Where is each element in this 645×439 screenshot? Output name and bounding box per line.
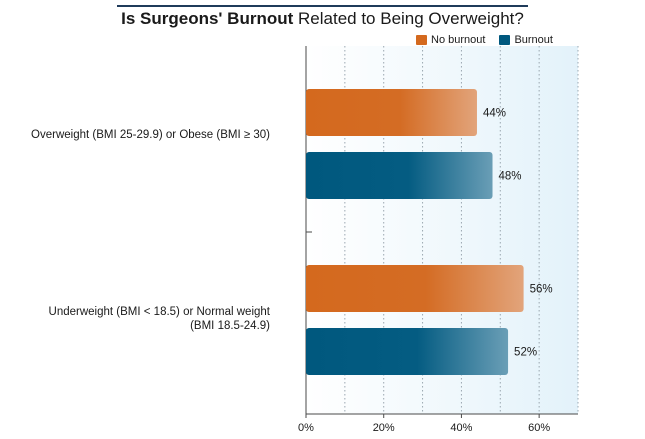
category-label-normal: Underweight (BMI < 18.5) or Normal weigh… <box>48 306 270 332</box>
legend-item-burnout: Burnout <box>499 34 553 46</box>
legend-swatch-no-burnout <box>416 35 427 45</box>
title-rule <box>117 5 528 7</box>
data-label-burnout: 52% <box>514 347 537 359</box>
chart-title-rest: Related to Being Overweight? <box>293 9 524 28</box>
bar-burnout <box>306 152 493 199</box>
x-tick-label: 20% <box>373 422 395 434</box>
x-tick-label: 0% <box>298 422 314 434</box>
data-label-no-burnout: 44% <box>483 108 506 120</box>
bar-no-burnout <box>306 89 477 136</box>
chart-title-bold: Is Surgeons' Burnout <box>121 9 294 28</box>
data-label-burnout: 48% <box>499 171 522 183</box>
legend: No burnout Burnout <box>416 34 567 46</box>
bar-no-burnout <box>306 265 524 312</box>
chart-title: Is Surgeons' Burnout Related to Being Ov… <box>0 9 645 29</box>
x-tick-label: 40% <box>450 422 472 434</box>
legend-item-no-burnout: No burnout <box>416 34 485 46</box>
legend-label-no-burnout: No burnout <box>431 34 486 46</box>
category-label-overweight: Overweight (BMI 25-29.9) or Obese (BMI ≥… <box>31 129 270 141</box>
legend-swatch-burnout <box>499 35 511 45</box>
x-tick-label: 60% <box>528 422 550 434</box>
bar-burnout <box>306 328 509 375</box>
data-label-no-burnout: 56% <box>530 284 553 296</box>
legend-label-burnout: Burnout <box>514 34 553 46</box>
